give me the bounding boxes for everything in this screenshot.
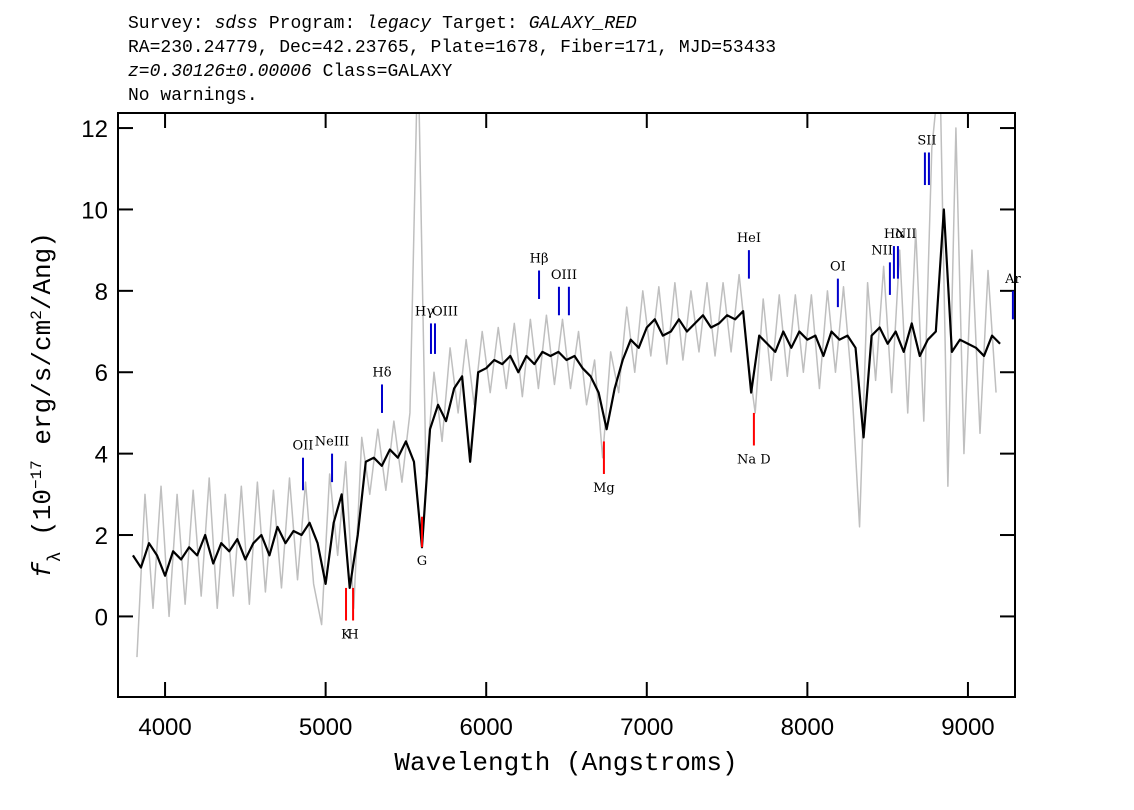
header-text: Target:	[442, 14, 518, 34]
spectrum-line	[136, 113, 997, 658]
y-axis-label: fλ (10−17 erg/s/cm2/Ang)	[28, 232, 66, 578]
spectral-line-label: OIII	[432, 304, 458, 319]
x-axis-label: Wavelength (Angstroms)	[394, 748, 737, 778]
x-tick-label: 9000	[941, 714, 994, 741]
header-text: Class=GALAXY	[323, 62, 453, 82]
header-text: sdss	[215, 14, 258, 34]
y-tick-label: 0	[95, 604, 108, 631]
spectral-line-label: K	[341, 627, 351, 642]
y-tick-label: 12	[81, 116, 108, 143]
header-text: Survey:	[128, 14, 204, 34]
spectrum-line	[132, 208, 1001, 590]
spectral-line-label: NII	[871, 243, 893, 258]
y-axis-label-part: erg/s/cm	[28, 320, 58, 460]
y-axis-label-part: f	[28, 561, 58, 578]
y-tick-label: 4	[95, 442, 108, 469]
header-text: legacy	[366, 14, 432, 34]
y-axis-label-part: −17	[28, 460, 46, 489]
header-text: No warnings.	[128, 86, 258, 106]
header-line: RA=230.24779, Dec=42.23765, Plate=1678, …	[128, 38, 776, 58]
spectral-line-label: Mg	[593, 481, 615, 496]
spectral-line-label: NII	[895, 227, 917, 242]
spectral-line-label: Hγ	[415, 304, 434, 319]
spectral-line-label: NeIII	[315, 435, 349, 450]
x-tick-label: 5000	[299, 714, 352, 741]
y-axis-label-part: /Ang)	[28, 232, 58, 310]
spectral-line-label: Hδ	[372, 365, 391, 380]
x-tick-label: 6000	[460, 714, 513, 741]
spectral-line-label: Ar	[1004, 272, 1021, 287]
plot-area	[132, 113, 1001, 658]
y-axis-label-part: 2	[28, 310, 46, 320]
spectral-line-label: OI	[830, 260, 846, 275]
spectral-line-label: Na D	[737, 452, 771, 467]
spectral-line-label: HeI	[737, 231, 761, 246]
header-text: RA=230.24779, Dec=42.23765, Plate=1678, …	[128, 38, 776, 58]
x-tick-label: 8000	[781, 714, 834, 741]
y-tick-label: 8	[95, 279, 108, 306]
header-line: z=0.30126±0.00006 Class=GALAXY	[128, 62, 452, 82]
x-tick-label: 4000	[138, 714, 191, 741]
spectral-line-label: H	[347, 627, 358, 642]
plot-frame	[117, 112, 1016, 698]
header-line: Survey: sdss Program: legacy Target: GALAXY_R…	[128, 14, 637, 34]
spectral-line-label: OIII	[551, 268, 577, 283]
header-text: z=0.30126±0.00006	[128, 62, 312, 82]
y-axis-label-part: λ	[46, 551, 66, 562]
y-tick-label: 10	[81, 197, 108, 224]
y-axis-label-part: (10	[28, 489, 58, 551]
spectral-line-label: OII	[293, 439, 314, 454]
header-line: No warnings.	[128, 86, 258, 106]
y-tick-label: 2	[95, 523, 108, 550]
spectral-line-label: SII	[917, 133, 936, 148]
spectral-line-label: Hβ	[530, 251, 549, 266]
header-text: GALAXY_RED	[529, 14, 637, 34]
y-tick-label: 6	[95, 360, 108, 387]
spectral-line-label: G	[417, 554, 427, 569]
header-text: Program:	[269, 14, 355, 34]
x-tick-label: 7000	[620, 714, 673, 741]
spectral-line-label: Hα	[884, 227, 904, 242]
